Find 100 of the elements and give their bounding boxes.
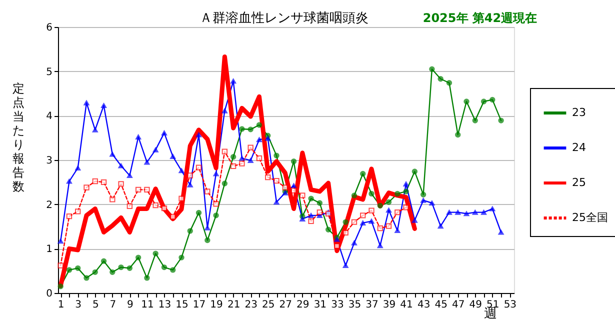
- point: [66, 267, 72, 273]
- x-tick-label: 23: [244, 300, 258, 310]
- point: [58, 238, 64, 244]
- x-tick-label: 29: [296, 300, 310, 310]
- point: [386, 208, 392, 213]
- point: [248, 158, 254, 163]
- point: [464, 98, 470, 104]
- point: [152, 250, 158, 256]
- point: [429, 200, 435, 206]
- point: [152, 147, 158, 152]
- point: [213, 171, 219, 176]
- legend-label: 24: [572, 141, 586, 154]
- point: [178, 168, 184, 174]
- point: [126, 265, 133, 272]
- x-tick-label: 9: [126, 300, 134, 310]
- point: [386, 223, 392, 229]
- x-tick-label: 19: [210, 300, 223, 310]
- x-tick-label: 53: [504, 300, 517, 310]
- point: [490, 96, 496, 103]
- point: [265, 174, 271, 180]
- point: [282, 184, 288, 190]
- point: [66, 178, 72, 184]
- point: [308, 212, 314, 218]
- point: [412, 218, 418, 223]
- point: [472, 118, 478, 124]
- x-tick-label: 31: [314, 300, 327, 310]
- point: [300, 192, 306, 198]
- point: [58, 262, 64, 268]
- point: [368, 190, 374, 197]
- point: [377, 225, 383, 232]
- x-tick-label: 41: [400, 300, 413, 310]
- point: [274, 178, 280, 184]
- point: [455, 210, 461, 215]
- x-tick-label: 27: [279, 300, 292, 310]
- x-tick-label: 35: [348, 300, 362, 310]
- x-tick-label: 3: [75, 300, 82, 310]
- point: [464, 211, 470, 216]
- y-tick-label: 1: [46, 244, 52, 256]
- point: [213, 201, 219, 207]
- point: [118, 181, 124, 187]
- x-tick-label: 37: [366, 300, 378, 310]
- point: [429, 66, 435, 72]
- point: [110, 269, 116, 276]
- point: [300, 216, 306, 222]
- point: [161, 205, 168, 212]
- point: [75, 165, 81, 171]
- x-tick-label: 47: [452, 300, 465, 310]
- point: [412, 168, 418, 174]
- point: [446, 210, 452, 215]
- point: [248, 126, 254, 132]
- point: [100, 102, 107, 108]
- point: [316, 200, 323, 206]
- y-tick-label: 4: [46, 111, 52, 122]
- point: [100, 258, 107, 264]
- point: [161, 264, 168, 270]
- point: [368, 208, 374, 214]
- y-tick-label: 5: [46, 66, 52, 78]
- point: [75, 265, 81, 272]
- point: [66, 213, 72, 220]
- x-tick-label: 39: [382, 300, 396, 310]
- point: [230, 163, 236, 170]
- x-tick-label: 1: [58, 300, 64, 310]
- point: [170, 214, 176, 220]
- point: [316, 209, 323, 216]
- point: [274, 200, 280, 205]
- x-tick-label: 17: [192, 300, 206, 310]
- point: [480, 210, 487, 215]
- point: [420, 198, 426, 203]
- point: [135, 186, 142, 193]
- point: [196, 210, 202, 216]
- point: [170, 267, 176, 273]
- point: [84, 184, 90, 190]
- point: [290, 158, 297, 164]
- y-axis-title: 定点当たり報告数: [12, 82, 24, 194]
- point: [230, 78, 236, 84]
- x-tick-label: 49: [469, 300, 482, 310]
- point: [144, 275, 150, 281]
- chart-title: Ａ群溶血性レンサ球菌咽頭炎: [200, 10, 368, 26]
- point: [222, 180, 228, 186]
- point: [368, 218, 374, 224]
- point: [84, 100, 90, 106]
- point: [92, 269, 98, 276]
- point: [360, 212, 366, 218]
- point: [239, 126, 245, 132]
- point: [360, 220, 366, 226]
- x-tick-label: 25: [262, 300, 275, 310]
- point: [110, 196, 116, 202]
- x-tick-label: 21: [227, 300, 240, 310]
- point: [480, 98, 487, 104]
- point: [342, 262, 348, 268]
- point: [256, 137, 262, 142]
- point: [351, 240, 358, 246]
- point: [420, 192, 426, 198]
- point: [152, 202, 158, 208]
- point: [178, 254, 184, 260]
- point: [351, 192, 358, 198]
- point: [118, 264, 124, 270]
- point: [256, 122, 262, 128]
- point: [204, 188, 210, 194]
- x-tick-label: 7: [110, 300, 116, 310]
